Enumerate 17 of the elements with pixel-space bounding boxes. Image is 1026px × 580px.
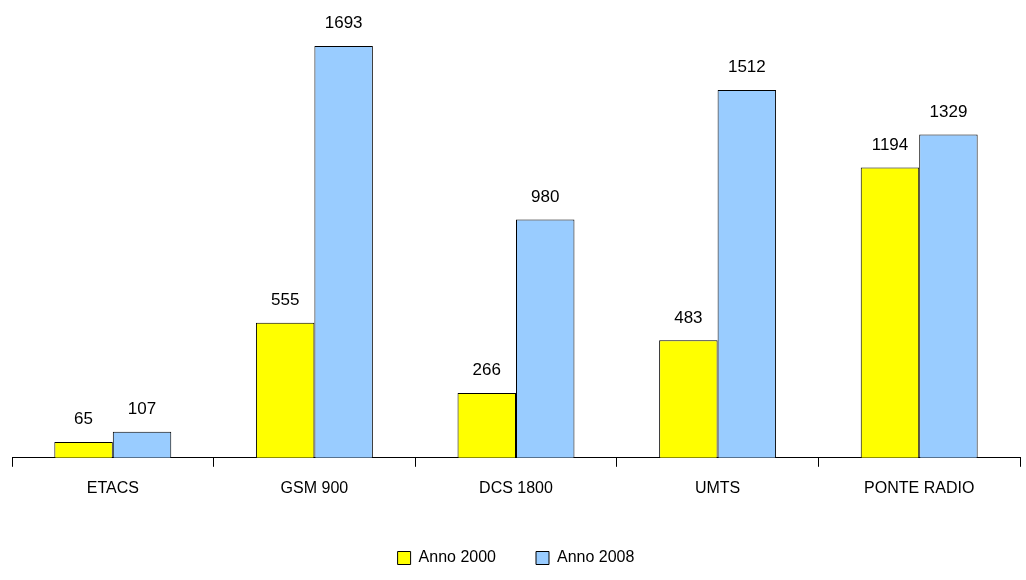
data-label: 107 xyxy=(127,398,157,418)
data-label: 266 xyxy=(472,360,501,380)
data-label: 1194 xyxy=(871,134,909,154)
x-tick-label: PONTE RADIO xyxy=(864,478,975,496)
data-label: 483 xyxy=(674,307,703,327)
data-label: 980 xyxy=(531,186,560,206)
data-label: 555 xyxy=(270,290,300,309)
x-tick-label: DCS 1800 xyxy=(479,478,554,496)
data-label: 1512 xyxy=(727,57,766,77)
x-tick-label: GSM 900 xyxy=(280,478,349,496)
data-label: 65 xyxy=(74,409,94,429)
legend-label: Anno 2008 xyxy=(557,548,635,566)
data-label: 1329 xyxy=(929,101,968,121)
legend-label: Anno 2000 xyxy=(418,548,497,566)
x-tick-label: ETACS xyxy=(86,478,139,496)
x-tick-label: UMTS xyxy=(694,478,741,496)
data-label: 1693 xyxy=(324,13,363,33)
